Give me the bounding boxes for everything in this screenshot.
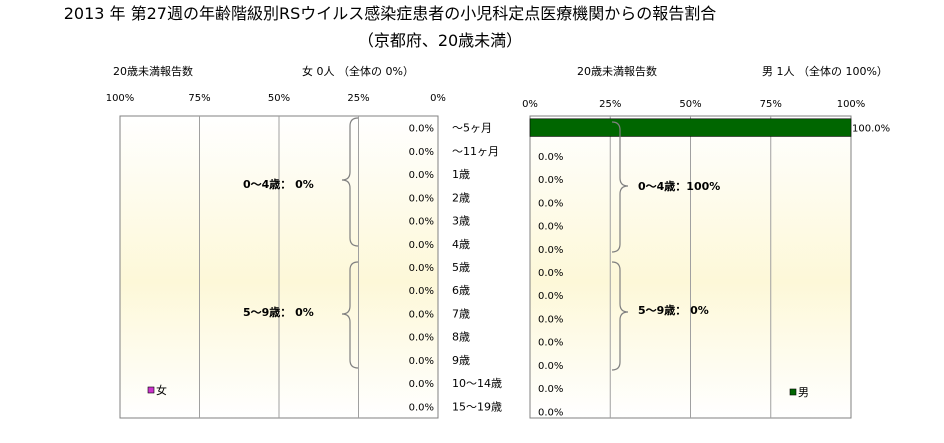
- male-legend-swatch: [789, 388, 797, 396]
- category-label: 6歳: [452, 284, 470, 297]
- female-count-label: 20歳未満報告数: [113, 65, 193, 78]
- female-summary: 女 0人 （全体の 0%）: [302, 65, 414, 78]
- female-tick-label: 100%: [106, 93, 135, 104]
- male-count-label: 20歳未満報告数: [577, 65, 657, 78]
- female-value-label: 0.0%: [409, 217, 434, 228]
- female-brace-0-4: [341, 117, 359, 247]
- male-value-label: 0.0%: [538, 175, 563, 186]
- female-value-label: 0.0%: [409, 170, 434, 181]
- male-tick-label: 0%: [522, 99, 538, 110]
- category-label: 9歳: [452, 354, 470, 367]
- male-legend-label: 男: [798, 386, 809, 399]
- male-value-label: 0.0%: [538, 407, 563, 418]
- category-label: 10～14歳: [452, 377, 502, 390]
- category-label: ～11ヶ月: [452, 145, 499, 158]
- female-group-0-4: 0～4歳： 0%: [243, 177, 314, 191]
- female-legend-swatch: [147, 386, 155, 394]
- category-label: ～5ヶ月: [452, 122, 492, 135]
- female-tick-label: 50%: [268, 93, 290, 104]
- male-group-5-9: 5～9歳： 0%: [638, 303, 709, 317]
- male-tick-label: 50%: [679, 99, 701, 110]
- chart-title: 2013 年 第27週の年齢階級別RSウイルス感染症患者の小児科定点医療機関から…: [63, 4, 717, 23]
- category-label: 3歳: [452, 215, 470, 228]
- female-value-label: 0.0%: [409, 356, 434, 367]
- category-label: 1歳: [452, 168, 470, 181]
- female-tick-label: 75%: [188, 93, 210, 104]
- male-brace-5-9: [611, 261, 629, 371]
- female-value-label: 0.0%: [409, 193, 434, 204]
- male-value-label: 100.0%: [852, 124, 890, 135]
- female-value-label: 0.0%: [409, 309, 434, 320]
- male-value-label: 0.0%: [538, 152, 563, 163]
- female-value-label: 0.0%: [409, 333, 434, 344]
- category-label: 4歳: [452, 238, 470, 251]
- male-tick-label: 75%: [760, 99, 782, 110]
- female-value-label: 0.0%: [409, 263, 434, 274]
- female-value-label: 0.0%: [409, 240, 434, 251]
- category-label: 8歳: [452, 331, 470, 344]
- male-value-label: 0.0%: [538, 198, 563, 209]
- male-bar: [529, 118, 852, 137]
- category-label: 5歳: [452, 261, 470, 274]
- female-brace-5-9: [341, 261, 359, 369]
- female-value-label: 0.0%: [409, 286, 434, 297]
- male-value-label: 0.0%: [538, 222, 563, 233]
- male-group-0-4: 0～4歳：100%: [638, 179, 720, 193]
- male-tick-label: 25%: [599, 99, 621, 110]
- male-summary: 男 1人 （全体の 100%）: [762, 65, 888, 78]
- chart-subtitle: （京都府、20歳未満）: [357, 31, 523, 50]
- female-value-label: 0.0%: [409, 147, 434, 158]
- category-label: 15～19歳: [452, 400, 502, 413]
- male-value-label: 0.0%: [538, 338, 563, 349]
- female-tick-label: 25%: [347, 93, 369, 104]
- category-label: 2歳: [452, 191, 470, 204]
- female-value-label: 0.0%: [409, 402, 434, 413]
- male-value-label: 0.0%: [538, 268, 563, 279]
- male-value-label: 0.0%: [538, 384, 563, 395]
- male-value-label: 0.0%: [538, 314, 563, 325]
- male-tick-label: 100%: [837, 99, 866, 110]
- male-value-label: 0.0%: [538, 361, 563, 372]
- female-tick-label: 0%: [430, 93, 446, 104]
- male-brace-0-4: [611, 121, 629, 253]
- female-value-label: 0.0%: [409, 379, 434, 390]
- male-value-label: 0.0%: [538, 245, 563, 256]
- female-value-label: 0.0%: [409, 124, 434, 135]
- female-group-5-9: 5～9歳： 0%: [243, 305, 314, 319]
- male-value-label: 0.0%: [538, 291, 563, 302]
- female-legend-label: 女: [156, 383, 167, 397]
- category-label: 7歳: [452, 307, 470, 320]
